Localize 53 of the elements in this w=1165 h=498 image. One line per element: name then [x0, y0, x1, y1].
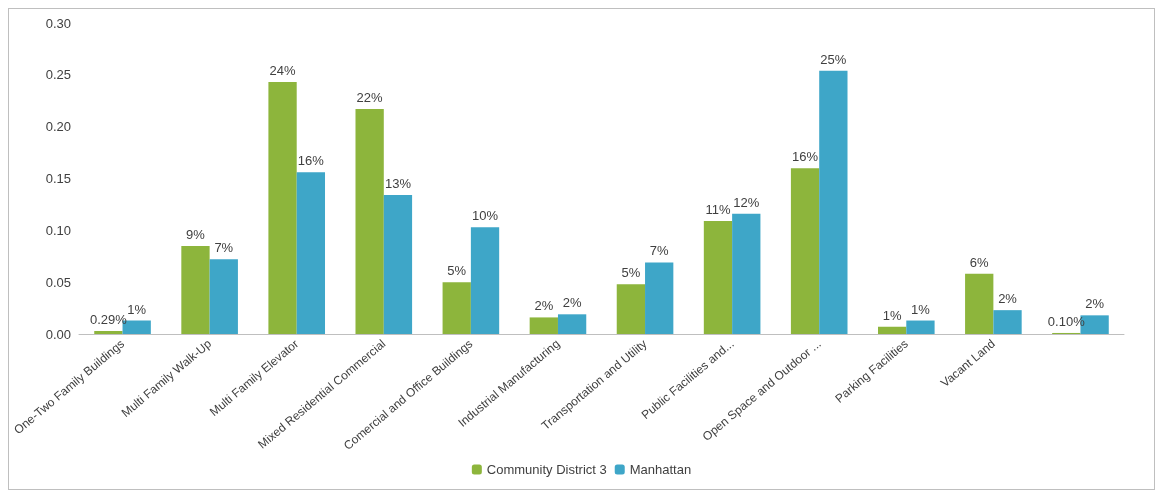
y-tick-label: 0.15: [45, 171, 71, 186]
bar: [790, 168, 820, 334]
data-label: 2%: [1085, 296, 1105, 312]
bar: [877, 326, 907, 334]
data-label: 2%: [998, 291, 1018, 307]
data-label: 2%: [562, 295, 582, 311]
bar: [906, 320, 935, 334]
data-label: 1%: [882, 307, 902, 323]
data-label: 1%: [127, 301, 147, 317]
bar: [965, 273, 994, 334]
data-label: 9%: [186, 226, 206, 242]
data-label: 22%: [356, 90, 384, 106]
bar: [645, 262, 674, 334]
bar: [616, 284, 646, 334]
data-label: 2%: [534, 298, 554, 314]
y-tick-label: 0.25: [45, 67, 71, 83]
data-label: 0.29%: [89, 311, 128, 327]
bar: [268, 82, 297, 334]
bar: [181, 245, 210, 334]
bar: [557, 314, 587, 334]
bar: [296, 172, 326, 334]
data-label: 7%: [214, 240, 234, 256]
y-tick-label: 0.00: [45, 326, 71, 342]
data-label: 6%: [969, 254, 990, 270]
bar: [703, 221, 733, 334]
bar: [94, 330, 123, 334]
data-label: 25%: [820, 51, 847, 67]
y-tick-label: 0.20: [45, 119, 71, 135]
data-label: 5%: [621, 265, 641, 281]
data-label: 10%: [472, 208, 499, 224]
bar: [383, 195, 413, 334]
bar: [209, 259, 238, 334]
y-tick-label: 0.10: [45, 222, 71, 238]
y-tick-label: 0.30: [45, 15, 71, 31]
data-label: 11%: [705, 202, 731, 217]
bar: [355, 109, 384, 334]
legend-label: Manhattan: [629, 462, 692, 477]
bar: [993, 310, 1022, 334]
bar: [442, 282, 471, 334]
y-tick-label: 0.05: [45, 274, 71, 290]
bar: [470, 227, 500, 334]
data-label: 16%: [792, 149, 819, 165]
data-label: 12%: [733, 194, 760, 210]
data-label: 13%: [384, 176, 412, 192]
data-label: 1%: [911, 301, 931, 317]
bar: [529, 317, 558, 334]
legend-label: Community District 3: [486, 462, 607, 477]
bar: [732, 213, 761, 334]
data-label: 7%: [649, 243, 670, 259]
data-label: 24%: [269, 63, 296, 79]
bar: [819, 70, 848, 334]
data-label: 16%: [297, 153, 325, 169]
data-label: 5%: [447, 263, 467, 279]
